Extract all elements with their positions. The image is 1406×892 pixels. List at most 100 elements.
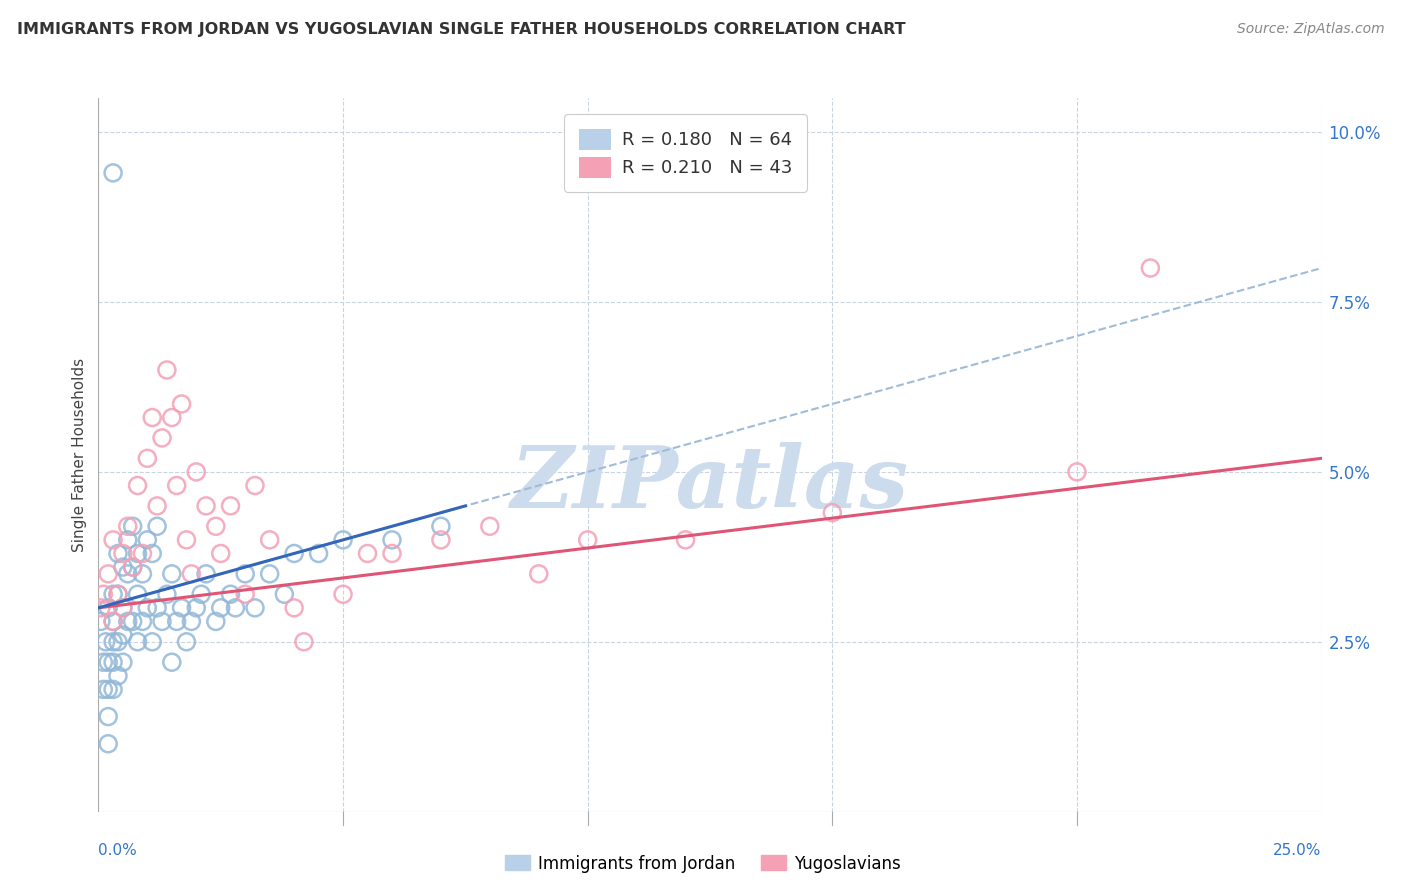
Point xyxy=(332,533,354,547)
Point xyxy=(170,397,193,411)
Point xyxy=(101,587,124,601)
Point xyxy=(478,519,501,533)
Point xyxy=(111,600,134,615)
Text: 25.0%: 25.0% xyxy=(1274,843,1322,858)
Point xyxy=(127,478,149,492)
Point xyxy=(107,587,129,601)
Point xyxy=(146,600,169,615)
Point xyxy=(576,533,599,547)
Point xyxy=(292,635,315,649)
Point xyxy=(166,478,188,492)
Point xyxy=(430,519,453,533)
Point xyxy=(111,560,134,574)
Point xyxy=(101,655,124,669)
Point xyxy=(273,587,295,601)
Point xyxy=(219,499,242,513)
Point xyxy=(111,546,134,560)
Point xyxy=(176,635,198,649)
Point xyxy=(430,533,453,547)
Text: IMMIGRANTS FROM JORDAN VS YUGOSLAVIAN SINGLE FATHER HOUSEHOLDS CORRELATION CHART: IMMIGRANTS FROM JORDAN VS YUGOSLAVIAN SI… xyxy=(17,22,905,37)
Point xyxy=(121,615,143,629)
Point xyxy=(1066,465,1088,479)
Point xyxy=(94,635,117,649)
Text: 0.0%: 0.0% xyxy=(98,843,138,858)
Point xyxy=(107,669,129,683)
Text: Source: ZipAtlas.com: Source: ZipAtlas.com xyxy=(1237,22,1385,37)
Point xyxy=(111,628,134,642)
Point xyxy=(160,566,183,581)
Point xyxy=(150,615,173,629)
Point xyxy=(160,655,183,669)
Point xyxy=(136,451,159,466)
Point xyxy=(121,560,143,574)
Point xyxy=(127,635,149,649)
Legend: Immigrants from Jordan, Yugoslavians: Immigrants from Jordan, Yugoslavians xyxy=(499,848,907,880)
Point xyxy=(195,499,218,513)
Point xyxy=(243,600,266,615)
Point xyxy=(150,431,173,445)
Point xyxy=(224,600,246,615)
Point xyxy=(117,566,139,581)
Point xyxy=(101,533,124,547)
Point xyxy=(308,546,330,560)
Point xyxy=(101,682,124,697)
Point xyxy=(101,166,124,180)
Point xyxy=(90,615,112,629)
Point xyxy=(97,709,120,723)
Point xyxy=(205,615,228,629)
Y-axis label: Single Father Households: Single Father Households xyxy=(72,358,87,552)
Point xyxy=(101,635,124,649)
Point xyxy=(233,587,256,601)
Point xyxy=(233,566,256,581)
Point xyxy=(259,533,281,547)
Legend: R = 0.180   N = 64, R = 0.210   N = 43: R = 0.180 N = 64, R = 0.210 N = 43 xyxy=(564,114,807,192)
Point xyxy=(131,546,153,560)
Point xyxy=(146,519,169,533)
Point xyxy=(141,546,163,560)
Point xyxy=(195,566,218,581)
Point xyxy=(821,506,844,520)
Point xyxy=(127,587,149,601)
Point xyxy=(243,478,266,492)
Point xyxy=(111,600,134,615)
Point xyxy=(97,655,120,669)
Point xyxy=(166,615,188,629)
Point xyxy=(381,533,404,547)
Point xyxy=(127,546,149,560)
Point xyxy=(332,587,354,601)
Point xyxy=(186,600,208,615)
Text: ZIPatlas: ZIPatlas xyxy=(510,442,910,525)
Point xyxy=(176,533,198,547)
Point xyxy=(136,600,159,615)
Point xyxy=(107,587,129,601)
Point xyxy=(91,655,114,669)
Point xyxy=(1139,260,1161,275)
Point xyxy=(111,655,134,669)
Point xyxy=(97,566,120,581)
Point xyxy=(527,566,550,581)
Point xyxy=(141,410,163,425)
Point xyxy=(675,533,697,547)
Point xyxy=(219,587,242,601)
Point xyxy=(107,635,129,649)
Point xyxy=(121,519,143,533)
Point xyxy=(356,546,378,560)
Point xyxy=(160,410,183,425)
Point xyxy=(209,600,232,615)
Point xyxy=(180,615,202,629)
Point xyxy=(205,519,228,533)
Point xyxy=(259,566,281,581)
Point xyxy=(90,600,112,615)
Point xyxy=(117,533,139,547)
Point xyxy=(186,465,208,479)
Point xyxy=(156,363,179,377)
Point xyxy=(180,566,202,581)
Point xyxy=(97,682,120,697)
Point xyxy=(117,615,139,629)
Point xyxy=(131,566,153,581)
Point xyxy=(121,560,143,574)
Point xyxy=(97,737,120,751)
Point xyxy=(136,533,159,547)
Point xyxy=(101,615,124,629)
Point xyxy=(283,546,305,560)
